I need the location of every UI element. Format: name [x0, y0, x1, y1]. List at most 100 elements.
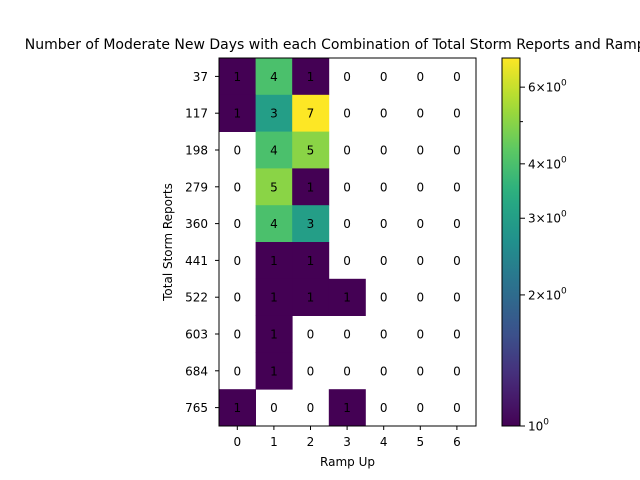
cell-value-label: 0: [380, 364, 388, 378]
cell-value-label: 0: [343, 254, 351, 268]
cell-value-label: 7: [307, 107, 315, 121]
cell-value-label: 0: [380, 144, 388, 158]
cell-value-label: 0: [453, 107, 461, 121]
y-tick-label: 117: [185, 107, 208, 121]
cell-value-label: 1: [343, 291, 351, 305]
cell-value-label: 0: [416, 217, 424, 231]
cell-value-label: 0: [453, 144, 461, 158]
cell-value-label: 0: [416, 70, 424, 84]
y-tick-label: 684: [185, 364, 208, 378]
cell-value-label: 0: [453, 180, 461, 194]
heatmap-cell: [255, 131, 293, 169]
heatmap-cell: [328, 278, 366, 316]
y-tick-label: 603: [185, 328, 208, 342]
cell-value-label: 0: [416, 364, 424, 378]
cell-value-label: 0: [416, 328, 424, 342]
x-tick-label: 3: [343, 435, 351, 449]
cell-value-label: 0: [270, 401, 278, 415]
cell-value-label: 1: [270, 291, 278, 305]
cell-value-label: 0: [343, 107, 351, 121]
cell-value-label: 3: [307, 217, 315, 231]
cell-value-label: 0: [233, 291, 241, 305]
x-tick-label: 5: [416, 435, 424, 449]
colorbar-tick-label: 3×100: [528, 210, 567, 226]
cell-value-label: 0: [380, 107, 388, 121]
colorbar-frame: [501, 57, 521, 427]
cell-value-label: 4: [270, 144, 278, 158]
heatmap-cell: [292, 278, 330, 316]
heatmap-cell: [292, 168, 330, 206]
cell-value-label: 1: [233, 70, 241, 84]
colorbar: 100 2×100 3×100 4×100 6×100: [501, 57, 567, 434]
heatmap-cell: [219, 58, 256, 96]
cell-value-label: 0: [453, 364, 461, 378]
cell-value-label: 0: [343, 217, 351, 231]
cell-value-label: 0: [453, 217, 461, 231]
cell-value-label: 1: [270, 254, 278, 268]
cell-value-label: 3: [270, 107, 278, 121]
colorbar-tick-label: 6×100: [528, 79, 567, 95]
heatmap-cell: [292, 58, 330, 96]
colorbar-tick-label: 4×100: [528, 155, 567, 171]
cell-value-label: 0: [453, 70, 461, 84]
cell-value-label: 0: [307, 364, 315, 378]
colorbar-tick-label: 100: [528, 418, 549, 434]
heatmap-cell: [219, 94, 256, 132]
y-tick-label: 37: [193, 70, 208, 84]
heatmap-cell: [255, 278, 293, 316]
cell-value-label: 0: [416, 107, 424, 121]
cell-value-label: 0: [233, 180, 241, 194]
cell-value-label: 0: [343, 180, 351, 194]
cell-value-label: 0: [380, 254, 388, 268]
cell-value-label: 0: [416, 144, 424, 158]
x-axis-label: Ramp Up: [320, 455, 375, 469]
y-tick-label: 765: [185, 401, 208, 415]
cell-value-label: 0: [380, 70, 388, 84]
y-tick-label: 198: [185, 144, 208, 158]
x-axis-ticks: 0 1 2 3 4 5 6: [233, 426, 461, 449]
cell-value-label: 1: [233, 401, 241, 415]
y-axis-label: Total Storm Reports: [161, 183, 175, 302]
cell-value-label: 0: [380, 328, 388, 342]
y-axis-ticks: 37 117 198 279 360 441 522 603 684 765: [185, 70, 219, 415]
heatmap-cell: [292, 205, 330, 243]
cell-value-label: 1: [307, 70, 315, 84]
heatmap-cell: [255, 58, 293, 96]
heatmap-cell: [255, 352, 293, 390]
colorbar-tick-label: 2×100: [528, 286, 567, 302]
cell-value-label: 0: [380, 180, 388, 194]
cell-value-label: 0: [343, 144, 351, 158]
cell-value-label: 1: [307, 291, 315, 305]
cell-value-label: 4: [270, 217, 278, 231]
x-tick-label: 2: [307, 435, 315, 449]
cell-value-label: 0: [453, 254, 461, 268]
cell-value-label: 1: [307, 180, 315, 194]
cell-value-label: 0: [453, 328, 461, 342]
colorbar-gradient: [502, 58, 520, 426]
cell-value-label: 0: [343, 364, 351, 378]
chart-title: Number of Moderate New Days with each Co…: [25, 37, 640, 53]
cell-value-label: 0: [233, 144, 241, 158]
cell-value-label: 5: [270, 180, 278, 194]
x-tick-label: 4: [380, 435, 388, 449]
cell-value-label: 0: [416, 254, 424, 268]
cell-value-label: 0: [380, 291, 388, 305]
cell-value-label: 0: [343, 328, 351, 342]
heatmap-cell: [255, 205, 293, 243]
cell-value-label: 1: [270, 364, 278, 378]
heatmap-cell: [255, 94, 293, 132]
heatmap-cell: [255, 315, 293, 353]
x-tick-label: 1: [270, 435, 278, 449]
cell-value-label: 0: [453, 291, 461, 305]
cell-value-label: 4: [270, 70, 278, 84]
heatmap-cell: [292, 131, 330, 169]
heatmap-cell: [292, 242, 330, 280]
cell-value-label: 0: [233, 217, 241, 231]
y-tick-label: 441: [185, 254, 208, 268]
cell-value-label: 0: [416, 180, 424, 194]
cell-value-label: 0: [416, 291, 424, 305]
cell-value-label: 0: [233, 254, 241, 268]
y-tick-label: 522: [185, 291, 208, 305]
x-tick-label: 6: [453, 435, 461, 449]
